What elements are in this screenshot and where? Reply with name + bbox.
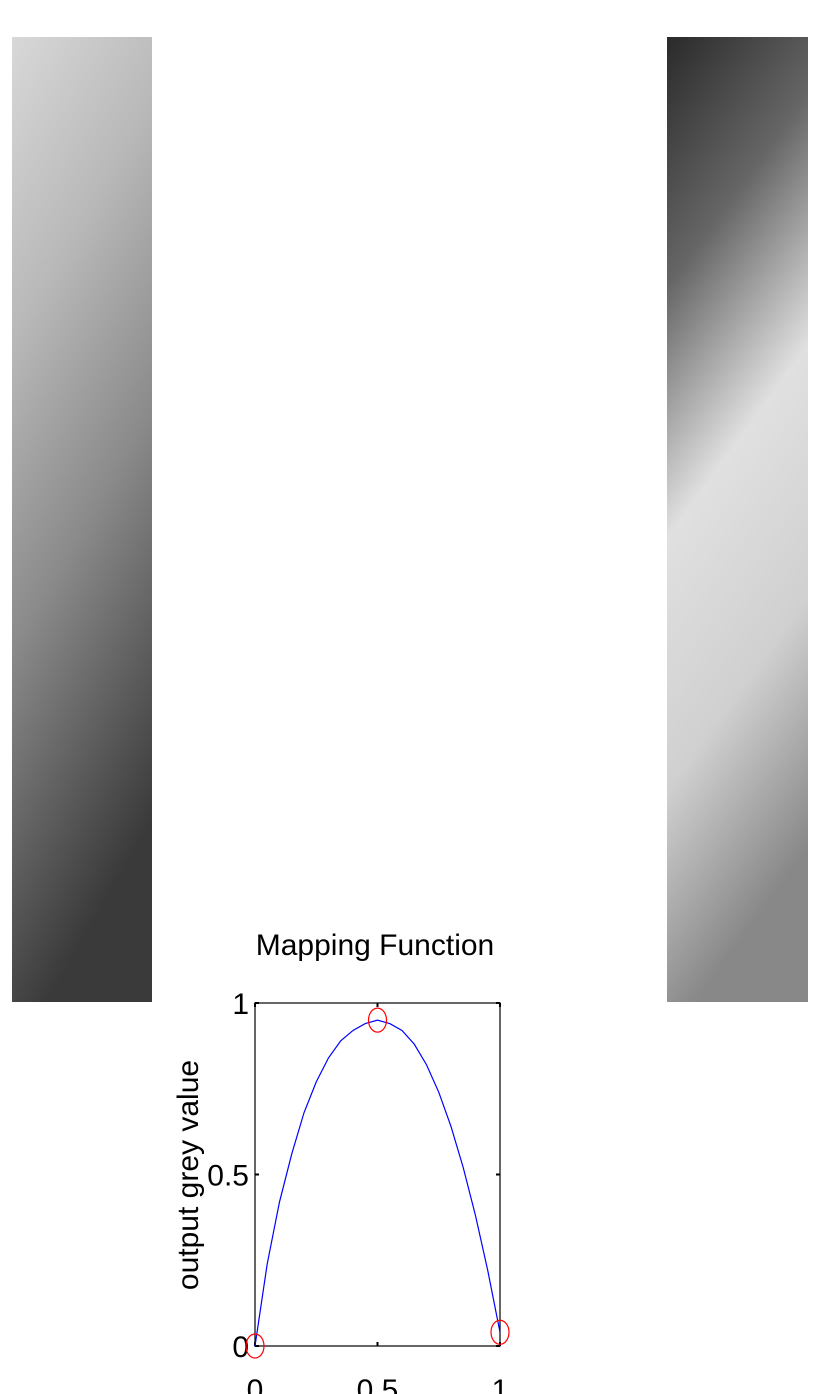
page: {"chart_data": {"type": "line", "title":…	[0, 0, 825, 1394]
x-tick-label: 0.5	[357, 1374, 399, 1394]
y-axis-label: output grey value	[172, 1060, 205, 1290]
x-tick-label: 0	[247, 1374, 264, 1394]
chart-title: Mapping Function	[256, 929, 494, 962]
plot-box	[255, 1003, 500, 1346]
figure: Mapping Function output grey value 0 0.5 1…	[0, 0, 825, 1394]
mapping-curve	[255, 1020, 500, 1346]
x-tick-label: 1	[492, 1374, 509, 1394]
y-tick-label: 1	[232, 988, 249, 1021]
y-tick-label: 0.5	[207, 1160, 249, 1193]
output-image	[667, 37, 808, 1002]
input-image	[12, 37, 152, 1002]
